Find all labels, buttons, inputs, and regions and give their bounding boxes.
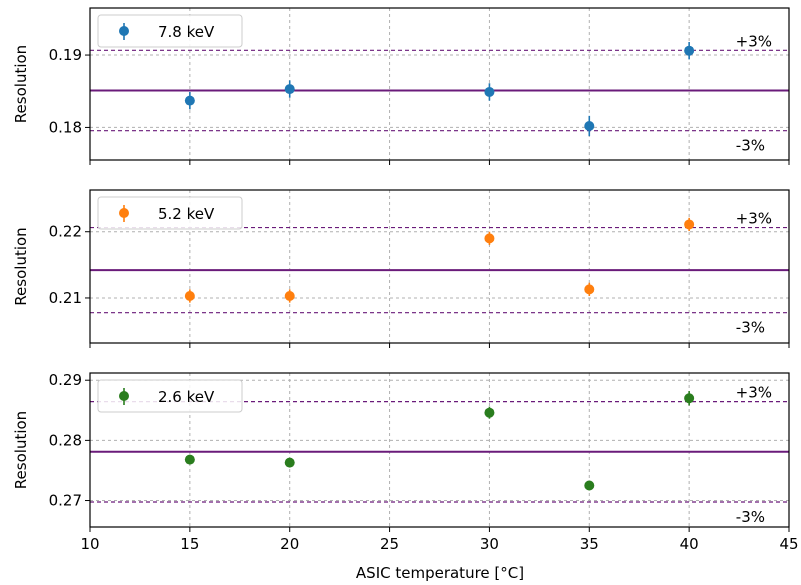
- data-point: [184, 290, 195, 301]
- data-point: [284, 290, 295, 301]
- legend-label: 2.6 keV: [158, 388, 215, 406]
- panel-plot-area: [90, 217, 789, 314]
- data-point: [284, 84, 295, 95]
- y-axis-label: Resolution: [12, 45, 30, 123]
- data-point: [484, 233, 495, 244]
- x-tick-label: 25: [380, 535, 399, 553]
- y-tick-label: 0.27: [49, 492, 82, 510]
- panel-plot-area: [90, 42, 789, 137]
- data-point: [484, 86, 495, 97]
- legend: 5.2 keV: [97, 196, 243, 230]
- y-tick-label: 0.21: [49, 289, 82, 307]
- data-point: [684, 45, 695, 56]
- minus-3-percent-label: -3%: [736, 319, 765, 337]
- panel-1: +3% -3% 7.8 keV 0.18 0.19 Resolution: [12, 7, 790, 165]
- y-tick-label: 0.19: [49, 46, 82, 64]
- y-tick-label: 0.22: [49, 223, 82, 241]
- x-tick-label: 30: [480, 535, 499, 553]
- legend-label: 7.8 keV: [158, 23, 215, 41]
- legend: 7.8 keV: [97, 14, 243, 48]
- plus-3-percent-label: +3%: [736, 210, 772, 228]
- panel-frame: [89, 189, 790, 344]
- y-tick-label: 0.28: [49, 431, 82, 449]
- legend-marker: [119, 391, 129, 401]
- panel-3: +3% -3% 2.6 keV 0.27 0.28 0.29 Resolution: [12, 371, 790, 532]
- legend-box: [97, 14, 243, 48]
- x-tick-labels: 10 15 20 25 30 35 40 45: [80, 535, 798, 553]
- data-point: [184, 95, 195, 106]
- x-tick-label: 40: [680, 535, 699, 553]
- y-tick-label: 0.18: [49, 118, 82, 136]
- y-axis-label: Resolution: [12, 227, 30, 305]
- data-point: [484, 407, 495, 418]
- legend-box: [97, 379, 243, 413]
- data-point: [584, 480, 595, 491]
- x-tick-label: 15: [180, 535, 199, 553]
- data-point: [684, 219, 695, 230]
- data-point: [184, 454, 195, 465]
- x-tick-label: 35: [580, 535, 599, 553]
- legend-marker: [119, 208, 129, 218]
- legend-box: [97, 196, 243, 230]
- panel-frame: [89, 372, 790, 528]
- legend-label: 5.2 keV: [158, 205, 215, 223]
- y-axis-label: Resolution: [12, 411, 30, 489]
- data-point: [584, 284, 595, 295]
- x-axis-label: ASIC temperature [°C]: [356, 564, 524, 582]
- legend: 2.6 keV: [97, 379, 243, 413]
- panel-frame: [89, 7, 790, 161]
- minus-3-percent-label: -3%: [736, 137, 765, 155]
- data-point: [584, 120, 595, 131]
- x-tick-label: 45: [779, 535, 798, 553]
- x-tick-label: 20: [280, 535, 299, 553]
- plus-3-percent-label: +3%: [736, 384, 772, 402]
- panel-plot-area: [90, 391, 789, 503]
- x-tick-label: 10: [80, 535, 99, 553]
- data-point: [684, 393, 695, 404]
- minus-3-percent-label: -3%: [736, 508, 765, 526]
- panel-2: +3% -3% 5.2 keV 0.21 0.22 Resolution: [12, 189, 790, 348]
- data-point: [284, 457, 295, 468]
- y-tick-label: 0.29: [49, 371, 82, 389]
- legend-marker: [119, 26, 129, 36]
- plus-3-percent-label: +3%: [736, 32, 772, 50]
